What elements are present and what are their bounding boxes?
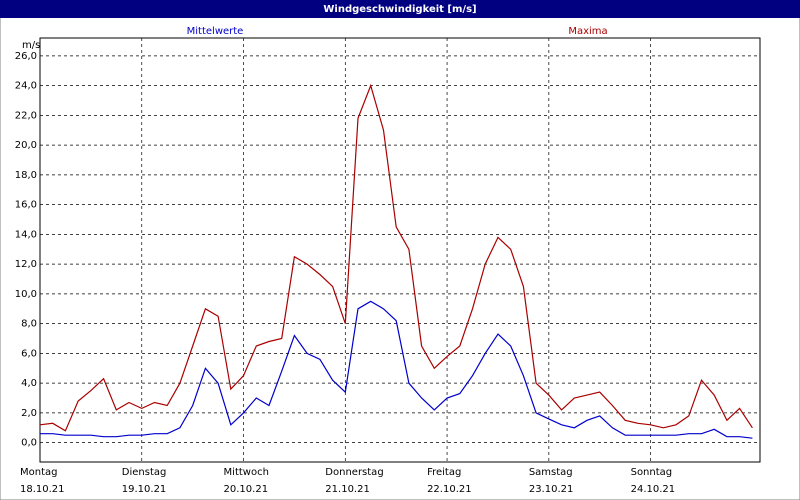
y-tick-label: 6,0 bbox=[21, 348, 37, 359]
x-tick-label: Freitag bbox=[427, 467, 461, 478]
y-axis-label: m/s bbox=[22, 40, 40, 51]
y-tick-label: 0,0 bbox=[21, 438, 37, 449]
y-tick-label: 20,0 bbox=[15, 140, 37, 151]
legend-label: Maxima bbox=[568, 26, 607, 37]
x-tick-date: 21.10.21 bbox=[325, 484, 370, 495]
y-tick-label: 14,0 bbox=[15, 229, 37, 240]
y-tick-label: 22,0 bbox=[15, 110, 37, 121]
data-line bbox=[39, 83, 753, 432]
legend-label: Mittelwerte bbox=[187, 26, 244, 37]
y-tick-label: 26,0 bbox=[15, 51, 37, 62]
x-tick-label: Montag bbox=[20, 467, 57, 478]
x-tick-date: 19.10.21 bbox=[122, 484, 167, 495]
x-tick-date: 18.10.21 bbox=[20, 484, 65, 495]
y-tick-label: 24,0 bbox=[15, 81, 37, 92]
x-tick-date: 22.10.21 bbox=[427, 484, 472, 495]
y-tick-label: 12,0 bbox=[15, 259, 37, 270]
x-tick-date: 23.10.21 bbox=[529, 484, 574, 495]
y-tick-label: 10,0 bbox=[15, 289, 37, 300]
chart-title: Windgeschwindigkeit [m/s] bbox=[323, 4, 476, 15]
x-tick-date: 20.10.21 bbox=[224, 484, 269, 495]
y-tick-label: 2,0 bbox=[21, 408, 37, 419]
x-tick-label: Sonntag bbox=[631, 467, 673, 478]
x-tick-label: Samstag bbox=[529, 467, 573, 478]
x-tick-label: Donnerstag bbox=[325, 467, 383, 478]
title-bar bbox=[0, 0, 800, 18]
y-tick-label: 8,0 bbox=[21, 319, 37, 330]
x-tick-date: 24.10.21 bbox=[631, 484, 676, 495]
y-tick-label: 18,0 bbox=[15, 170, 37, 181]
plot-frame bbox=[39, 37, 761, 463]
x-tick-label: Mittwoch bbox=[224, 467, 269, 478]
y-tick-label: 4,0 bbox=[21, 378, 37, 389]
y-tick-label: 16,0 bbox=[15, 200, 37, 211]
x-tick-label: Dienstag bbox=[122, 467, 167, 478]
data-line bbox=[40, 300, 753, 439]
